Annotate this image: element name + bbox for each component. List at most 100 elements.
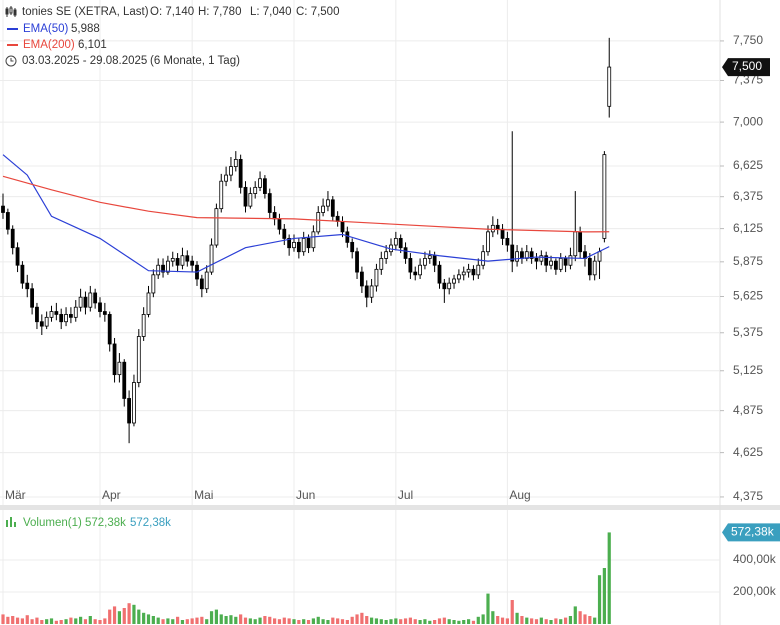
- volume-bar: [200, 616, 204, 624]
- volume-bar: [394, 618, 398, 624]
- candle-body: [490, 224, 495, 233]
- volume-bar: [15, 617, 20, 624]
- volume-bar: [277, 619, 282, 624]
- volume-bar: [539, 617, 543, 624]
- candle-body: [529, 251, 534, 259]
- candle-body: [413, 271, 418, 276]
- candle-body: [88, 292, 93, 308]
- volume-bar: [209, 611, 214, 624]
- volume-bar: [258, 617, 262, 624]
- candle-body: [350, 241, 355, 253]
- y-tick-label: 200,00k: [733, 584, 777, 598]
- candle-body: [481, 251, 486, 266]
- volume-bar: [79, 616, 83, 624]
- legend-value: 5,988: [71, 23, 100, 35]
- candle-body: [539, 255, 544, 262]
- volume-bar: [573, 606, 577, 624]
- candle-body: [185, 255, 190, 262]
- ema-line: [2, 175, 610, 233]
- volume-bar: [500, 617, 505, 624]
- volume-bar: [578, 611, 582, 624]
- pane-separator: [0, 505, 780, 510]
- candle-body: [515, 251, 519, 262]
- volume-bar: [190, 618, 194, 624]
- candle-body: [243, 186, 248, 207]
- candle-body: [587, 258, 592, 276]
- y-tick-label: 6,375: [733, 189, 763, 203]
- candle-body: [447, 282, 452, 290]
- volume-bar: [306, 620, 311, 624]
- volume-bar: [137, 609, 141, 624]
- date-range: 03.03.2025 - 29.08.2025: [22, 55, 147, 67]
- y-tick-label: 4,875: [733, 403, 763, 417]
- candle-body: [73, 306, 78, 318]
- volume-bar: [166, 618, 170, 624]
- volume-bar: [180, 620, 185, 624]
- candle-body: [69, 314, 73, 318]
- candle-body: [64, 314, 68, 323]
- candle-body: [132, 382, 136, 424]
- candle-body: [146, 292, 151, 315]
- candle-body: [272, 212, 277, 220]
- volume-bar: [447, 619, 451, 624]
- volume-bar: [11, 616, 15, 624]
- volume-bar: [360, 612, 364, 624]
- volume-bar: [243, 617, 248, 624]
- candle-body: [563, 258, 568, 266]
- volume-bar: [355, 614, 359, 624]
- chart-icon: [5, 6, 17, 17]
- candle-body: [326, 199, 330, 207]
- volume-bar: [171, 619, 175, 624]
- candle-body: [418, 264, 422, 276]
- volume-bar: [369, 617, 374, 624]
- volume-value: 572,38k: [130, 517, 171, 529]
- period: (6 Monate, 1 Tag): [150, 55, 240, 67]
- volume-bar: [471, 620, 476, 624]
- volume-bar: [88, 616, 92, 624]
- volume-bar: [25, 615, 29, 624]
- candle-body: [190, 260, 195, 266]
- volume-bar: [486, 593, 490, 624]
- candle-body: [5, 212, 10, 230]
- price-badge: [722, 58, 770, 77]
- candle-body: [161, 264, 165, 273]
- candle-body: [486, 231, 490, 253]
- candle-body: [432, 255, 437, 266]
- volume-bar: [234, 616, 238, 624]
- y-tick-label: 7,750: [733, 33, 763, 47]
- candle-body: [452, 278, 456, 284]
- volume-bar: [248, 618, 252, 624]
- candle-body: [544, 255, 549, 266]
- volume-bar: [98, 620, 102, 624]
- volume-bar: [297, 620, 301, 624]
- candle-body: [267, 193, 272, 213]
- y-tick-label: 6,625: [733, 158, 763, 172]
- y-tick-label: 6,125: [733, 221, 763, 235]
- volume-bar: [175, 616, 180, 624]
- volume-bar: [374, 618, 379, 624]
- volume-bar: [69, 617, 73, 624]
- volume-bar: [122, 608, 126, 624]
- volume-bar: [321, 619, 325, 624]
- volume-bar: [525, 617, 529, 624]
- candle-body: [141, 314, 146, 337]
- candle-body: [93, 292, 98, 304]
- candle-body: [437, 264, 442, 284]
- volume-bar: [117, 611, 122, 624]
- candle-body: [466, 268, 471, 273]
- candle-body: [44, 316, 49, 327]
- volume-bar: [505, 618, 509, 624]
- candle-body: [204, 271, 209, 290]
- candle-body: [330, 199, 335, 217]
- candle-body: [199, 278, 204, 290]
- volume-bar: [185, 619, 189, 624]
- volume-bar: [219, 614, 223, 624]
- volume-bar: [563, 617, 568, 624]
- candle-body: [1, 205, 5, 213]
- candle-body: [500, 228, 505, 239]
- volume-bar: [583, 614, 587, 624]
- candle-body: [597, 251, 602, 262]
- candle-body: [219, 180, 224, 210]
- candle-body: [607, 66, 612, 107]
- candle-body: [408, 258, 413, 273]
